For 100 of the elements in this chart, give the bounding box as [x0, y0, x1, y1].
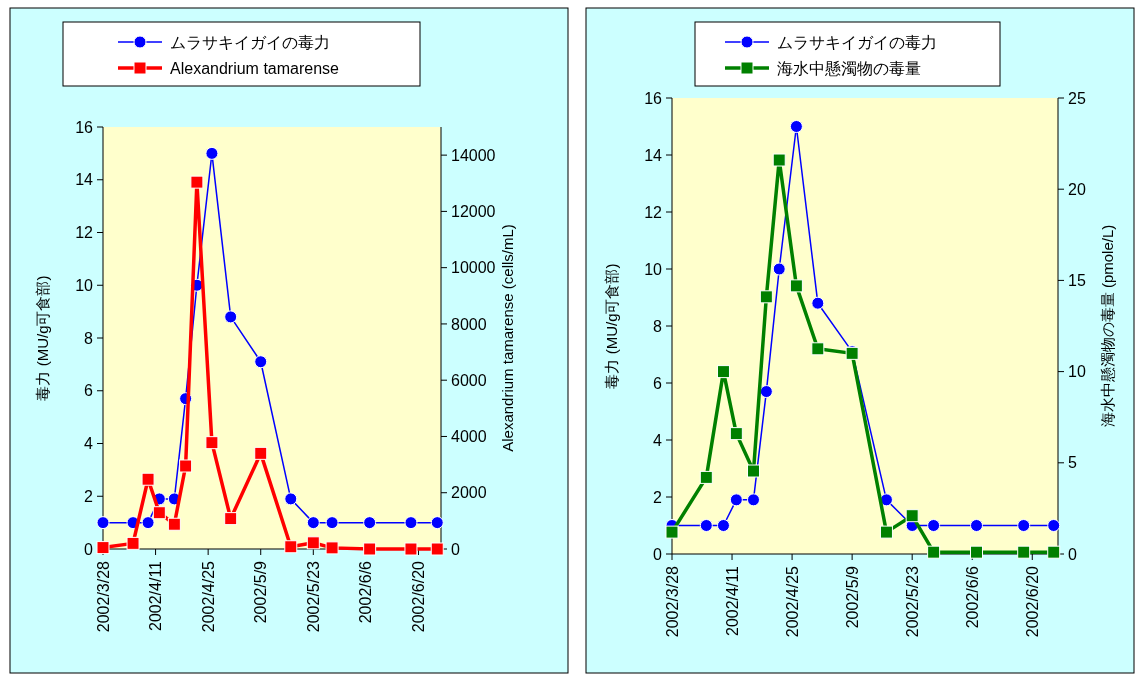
y-tick-label: 12 — [75, 224, 94, 242]
point — [665, 525, 679, 539]
y-tick-label: 14 — [75, 171, 94, 189]
y2-tick-label: 0 — [1068, 545, 1077, 563]
point — [404, 516, 418, 530]
point — [306, 516, 320, 530]
point — [284, 540, 298, 554]
point — [96, 541, 110, 555]
y2-tick-label: 6000 — [451, 371, 487, 389]
x-tick-label: 2002/5/9 — [843, 565, 861, 629]
point — [772, 262, 786, 276]
x-tick-label: 2002/5/23 — [903, 565, 921, 638]
point — [126, 536, 140, 550]
point — [205, 436, 219, 450]
y2-tick-label: 25 — [1068, 89, 1086, 107]
y-tick-label: 0 — [653, 545, 663, 563]
y2-tick-label: 5 — [1068, 454, 1077, 472]
y-tick-label: 10 — [75, 276, 94, 294]
y-tick-label: 4 — [84, 435, 94, 453]
point — [152, 506, 166, 520]
point — [179, 459, 193, 473]
y-tick-label: 12 — [644, 203, 663, 221]
y-tick-label: 6 — [84, 382, 94, 400]
y-tick-label: 8 — [653, 317, 663, 335]
point — [746, 464, 760, 478]
x-tick-label: 2002/4/25 — [783, 565, 801, 638]
point — [254, 355, 268, 369]
point — [284, 492, 298, 506]
legend-label: 海水中懸濁物の毒量 — [777, 59, 921, 77]
point — [404, 542, 418, 556]
x-tick-label: 2002/6/20 — [1023, 565, 1041, 638]
point — [699, 470, 713, 484]
point — [716, 519, 730, 532]
y2-axis-title: 海水中懸濁物の毒量 (pmole/L) — [1099, 224, 1116, 428]
point — [363, 542, 377, 556]
legend-label: ムラサキイガイの毒力 — [170, 33, 330, 51]
legend-label: ムラサキイガイの毒力 — [777, 33, 937, 51]
y2-tick-label: 14000 — [451, 146, 496, 164]
y-axis-title: 毒力 (MU/g可食部) — [603, 263, 620, 389]
y-tick-label: 16 — [75, 118, 94, 136]
point — [789, 120, 803, 133]
point — [96, 516, 110, 530]
y-tick-label: 2 — [84, 487, 94, 505]
y2-tick-label: 8000 — [451, 315, 487, 333]
y-tick-label: 10 — [644, 260, 663, 278]
y2-tick-label: 2000 — [451, 484, 487, 502]
point — [167, 517, 181, 531]
x-tick-label: 2002/4/25 — [199, 560, 217, 633]
x-tick-label: 2002/5/23 — [304, 560, 322, 633]
legend-label: Alexandrium tamarense — [170, 59, 340, 77]
point — [970, 545, 984, 559]
x-tick-label: 2002/6/6 — [357, 560, 375, 624]
y-tick-label: 8 — [84, 329, 94, 347]
x-tick-label: 2002/4/11 — [723, 565, 741, 636]
point — [811, 296, 825, 310]
point — [729, 493, 743, 507]
point — [772, 153, 786, 167]
point — [1017, 519, 1031, 532]
point — [205, 146, 219, 160]
y-tick-label: 14 — [644, 146, 663, 164]
x-tick-label: 2002/5/9 — [252, 560, 270, 624]
y-tick-label: 16 — [644, 89, 663, 107]
y-tick-label: 6 — [653, 374, 663, 392]
point — [190, 175, 204, 189]
point — [729, 427, 743, 441]
y2-tick-label: 4000 — [451, 428, 487, 446]
point — [716, 365, 730, 379]
point — [699, 519, 713, 532]
point — [1047, 519, 1061, 532]
point — [759, 290, 773, 304]
point — [141, 516, 155, 530]
point — [363, 516, 377, 530]
y-tick-label: 0 — [84, 540, 94, 558]
point — [1017, 545, 1031, 559]
point — [905, 509, 919, 523]
point — [811, 342, 825, 356]
x-tick-label: 2002/3/28 — [94, 560, 112, 633]
x-tick-label: 2002/6/20 — [410, 560, 428, 633]
y-tick-label: 4 — [653, 431, 663, 449]
point — [325, 541, 339, 555]
point — [789, 279, 803, 293]
y2-tick-label: 15 — [1068, 272, 1086, 289]
point — [430, 516, 444, 530]
point — [254, 446, 268, 460]
point — [746, 493, 760, 507]
y2-tick-label: 20 — [1068, 180, 1086, 198]
point — [141, 472, 155, 486]
x-tick-label: 2002/3/28 — [663, 565, 681, 638]
y2-tick-label: 10 — [1068, 363, 1086, 381]
point — [759, 385, 773, 399]
y-axis-title: 毒力 (MU/g可食部) — [34, 275, 51, 401]
x-tick-label: 2002/4/11 — [147, 560, 165, 631]
y2-tick-label: 10000 — [451, 259, 496, 277]
point — [325, 516, 339, 530]
y2-tick-label: 12000 — [451, 203, 496, 220]
x-tick-label: 2002/6/6 — [963, 565, 981, 629]
point — [970, 519, 984, 532]
point — [879, 525, 893, 539]
point — [224, 310, 238, 324]
point — [430, 542, 444, 556]
